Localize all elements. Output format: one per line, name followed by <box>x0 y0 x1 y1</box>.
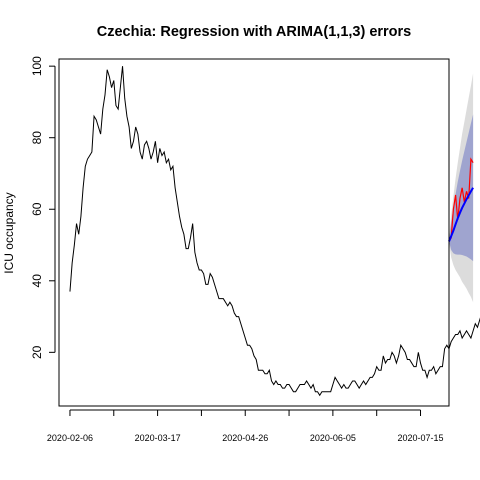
x-tick-label: 2020-06-05 <box>310 433 356 443</box>
x-tick-label: 2020-03-17 <box>135 433 181 443</box>
y-tick-label: 60 <box>30 202 44 216</box>
y-tick-label: 40 <box>30 274 44 288</box>
plot-frame <box>58 58 450 407</box>
y-tick-label: 80 <box>30 131 44 145</box>
chart-title: Czechia: Regression with ARIMA(1,1,3) er… <box>97 24 412 40</box>
x-tick-label: 2020-02-06 <box>47 433 93 443</box>
y-tick-label: 20 <box>30 345 44 359</box>
observed-series-line <box>69 66 480 397</box>
series-lines <box>69 66 480 397</box>
actual-series-line <box>448 157 474 242</box>
axes: 2020-02-06 2020-03-17 2020-04-26 2020-06-05… <box>30 56 444 443</box>
y-tick-label: 100 <box>30 56 44 76</box>
x-tick-label: 2020-07-15 <box>397 433 443 443</box>
y-axis-label: ICU occupancy <box>2 192 16 273</box>
x-tick-label: 2020-04-26 <box>222 433 268 443</box>
forecast-mean-line <box>448 187 474 242</box>
